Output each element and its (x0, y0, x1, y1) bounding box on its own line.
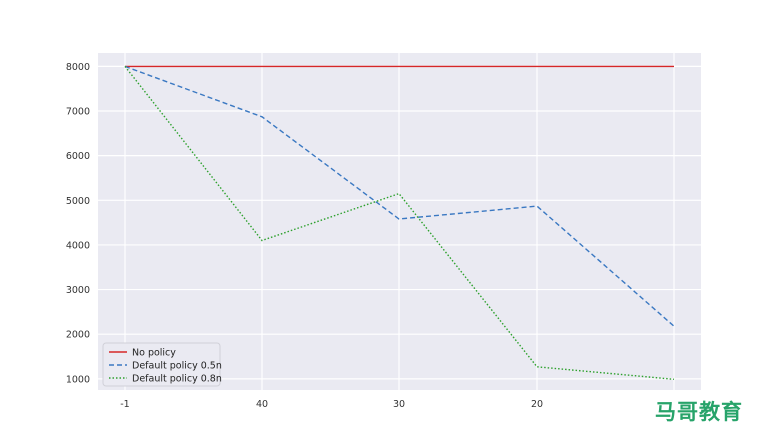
y-tick-label: 5000 (66, 196, 90, 207)
y-tick-label: 4000 (66, 240, 90, 251)
x-tick-label: 30 (393, 399, 405, 410)
watermark-text: 马哥教育 (655, 400, 743, 424)
y-tick-label: 1000 (66, 374, 90, 385)
legend-label-0: No policy (132, 348, 176, 359)
series-line-1 (124, 65, 675, 327)
legend-label-1: Default policy 0.5n (132, 361, 222, 372)
series (124, 65, 675, 380)
y-tick-label: 7000 (66, 107, 90, 118)
watermark-logo: 马哥教育 (655, 396, 743, 426)
series-line-2 (124, 65, 675, 380)
legend-box (102, 342, 221, 387)
x-axis-ticks: -1 40 30 20 (120, 399, 543, 410)
legend-label-2: Default policy 0.8n (132, 374, 222, 385)
y-axis-ticks: 1000 2000 3000 4000 5000 6000 7000 8000 (66, 62, 90, 385)
y-tick-label: 3000 (66, 285, 90, 296)
y-tick-label: 6000 (66, 151, 90, 162)
legend: No policy Default policy 0.5n Default poli… (102, 342, 222, 387)
y-tick-label: 2000 (66, 330, 90, 341)
x-tick-label: -1 (120, 399, 129, 410)
y-tick-label: 8000 (66, 62, 90, 73)
x-tick-label: 40 (256, 399, 268, 410)
x-tick-label: 20 (531, 399, 543, 410)
